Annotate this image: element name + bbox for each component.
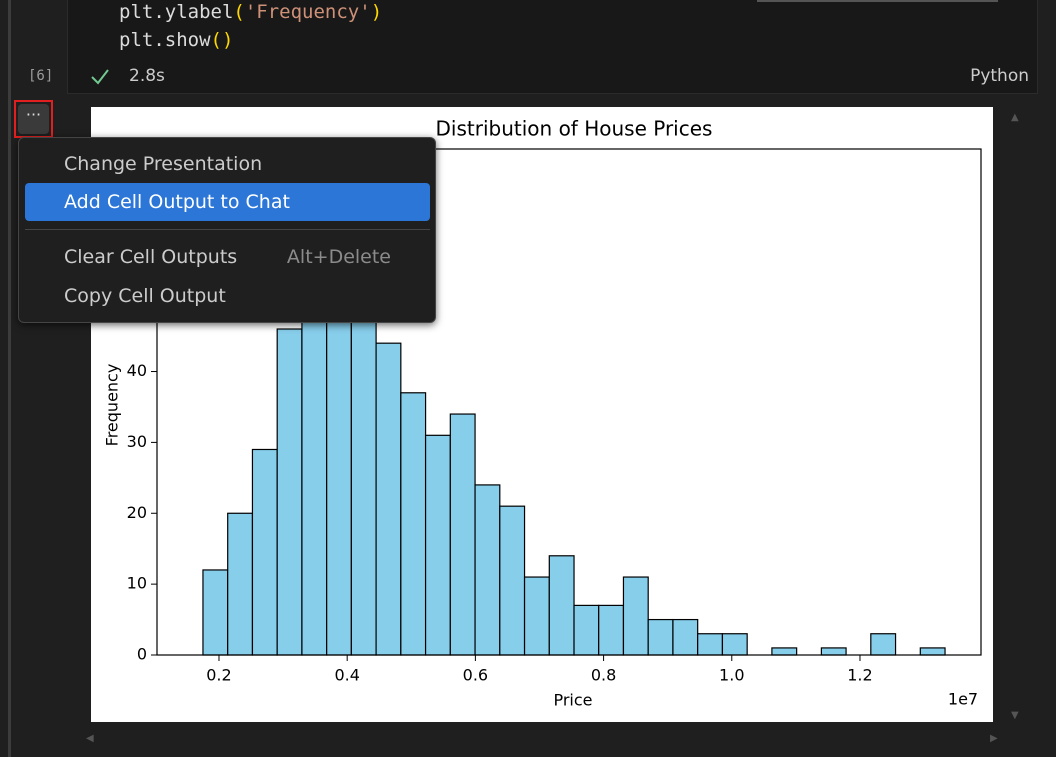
menu-label: Clear Cell Outputs <box>64 246 238 268</box>
bar <box>548 555 575 656</box>
bar <box>598 604 625 656</box>
code-token: plt.ylabel <box>119 1 234 23</box>
menu-item[interactable]: Change Presentation <box>25 145 430 183</box>
menu-shortcut: Alt+Delete <box>286 246 391 268</box>
y-tick-label: 30 <box>127 432 147 451</box>
code-cell <box>67 0 1038 94</box>
scroll-thumb <box>757 0 998 2</box>
bar <box>202 569 229 656</box>
bar <box>820 647 847 656</box>
bar <box>474 484 501 656</box>
bar <box>375 342 402 656</box>
menu-item[interactable]: Copy Cell Output <box>25 277 430 315</box>
code-token: 'Frequency' <box>244 1 371 23</box>
bar <box>870 633 897 656</box>
duration: 2.8s <box>129 66 165 86</box>
y-axis-label: Frequency <box>103 364 122 447</box>
code-token: plt.show <box>119 29 211 51</box>
context-menu: Change Presentation Add Cell Output to C… <box>18 137 436 323</box>
y-tick-label: 0 <box>137 645 147 664</box>
bar <box>647 618 674 656</box>
x-tick-label: 0.8 <box>591 666 616 685</box>
bar <box>721 633 748 656</box>
x-tick-label: 0.2 <box>206 666 231 685</box>
bar <box>622 576 649 656</box>
bar <box>672 618 699 656</box>
y-tick-label: 20 <box>127 503 147 522</box>
success-check <box>91 69 109 85</box>
bar <box>400 392 427 656</box>
chart-title: Distribution of House Prices <box>436 117 713 141</box>
bar <box>573 604 600 656</box>
menu-label: Change Presentation <box>64 153 263 175</box>
x-tick-label: 1.2 <box>847 666 872 685</box>
menu-label: Copy Cell Output <box>64 285 226 307</box>
more-actions-button[interactable]: ··· <box>18 104 49 134</box>
bar <box>276 328 303 656</box>
language: Python <box>970 66 1029 86</box>
y-tick-label: 40 <box>127 361 147 380</box>
bar <box>919 647 946 656</box>
y-tick-label: 10 <box>127 574 147 593</box>
scroll-up[interactable]: ▲ <box>1011 112 1019 123</box>
x-tick-label: 0.6 <box>463 666 488 685</box>
bar <box>697 633 724 656</box>
execution-count: [6] <box>28 68 54 84</box>
bar <box>227 512 254 656</box>
menu-label: Add Cell Output to Chat <box>64 191 290 213</box>
menu-item[interactable]: Add Cell Output to Chat <box>25 183 430 221</box>
scroll-down[interactable]: ▼ <box>1011 710 1019 721</box>
cell-gutter <box>8 0 11 757</box>
x-offset-label: 1e7 <box>948 690 978 709</box>
scroll-left[interactable]: ◀ <box>86 733 94 744</box>
bar <box>424 434 451 656</box>
bar <box>350 300 377 656</box>
bar <box>771 647 798 656</box>
bar <box>499 505 526 656</box>
code-token: ) <box>370 1 383 23</box>
bar <box>523 576 550 656</box>
scroll-right[interactable]: ▶ <box>990 733 998 744</box>
x-tick-label: 0.4 <box>334 666 359 685</box>
x-tick-label: 1.0 <box>719 666 744 685</box>
code-token: ( <box>210 29 222 51</box>
menu-separator <box>25 229 430 230</box>
axes-frame <box>156 148 982 656</box>
code-token: ( <box>233 1 245 23</box>
bar <box>251 448 278 656</box>
code-line: plt.ylabel('Frequency') <box>119 1 382 23</box>
menu-item[interactable]: Clear Cell Outputs Alt+Delete <box>25 238 430 276</box>
code-line: plt.show() <box>119 29 233 51</box>
code-token: ) <box>221 29 234 51</box>
x-axis-label: Price <box>553 691 592 710</box>
bar <box>449 413 476 656</box>
